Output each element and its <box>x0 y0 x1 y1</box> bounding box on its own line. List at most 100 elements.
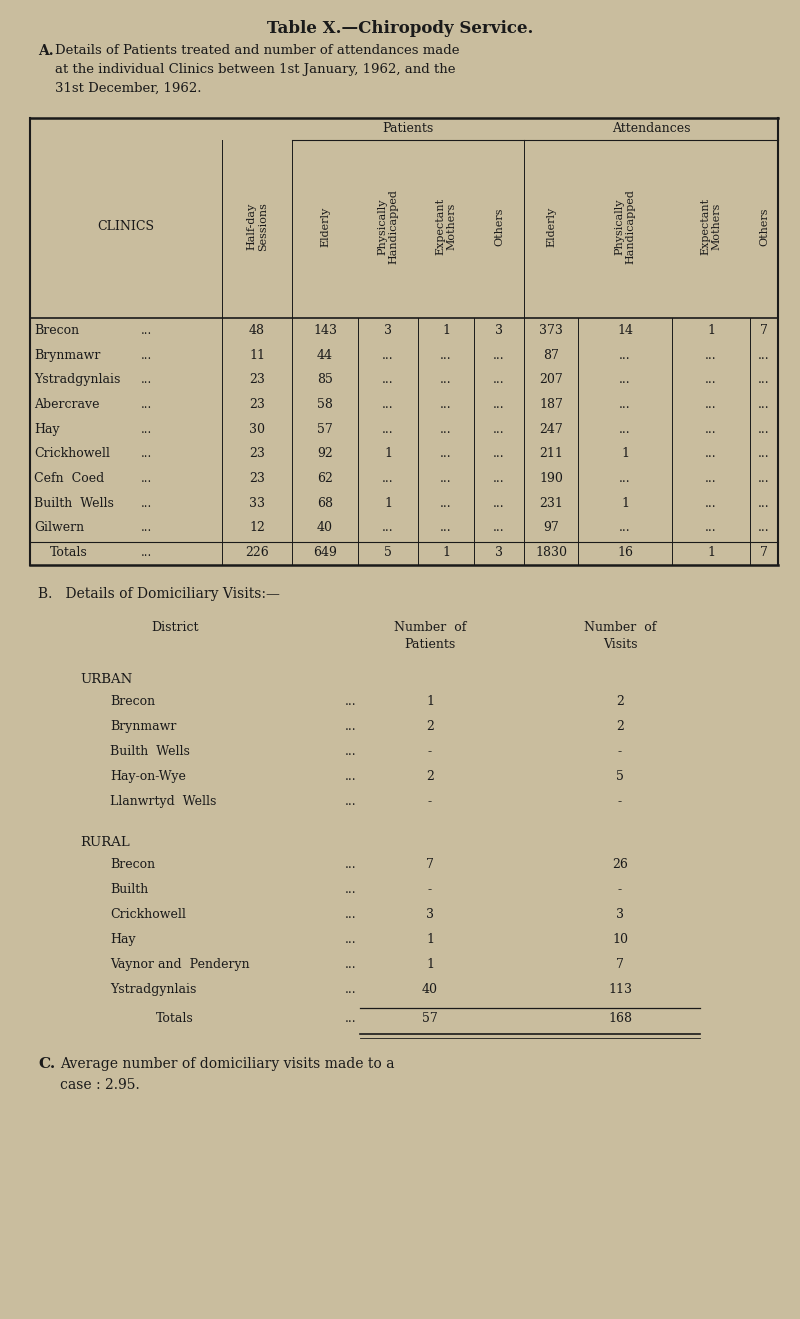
Text: 40: 40 <box>422 983 438 996</box>
Text: ...: ... <box>705 373 717 386</box>
Text: 1: 1 <box>426 933 434 946</box>
Text: ...: ... <box>619 348 631 361</box>
Text: Builth: Builth <box>110 882 148 896</box>
Text: 58: 58 <box>317 398 333 412</box>
Text: 2: 2 <box>616 720 624 733</box>
Text: ...: ... <box>493 422 505 435</box>
Text: Table X.—Chiropody Service.: Table X.—Chiropody Service. <box>267 20 533 37</box>
Text: 1: 1 <box>384 447 392 460</box>
Text: ...: ... <box>440 497 452 509</box>
Text: ...: ... <box>382 472 394 485</box>
Text: C.: C. <box>38 1057 55 1071</box>
Text: ...: ... <box>440 373 452 386</box>
Text: 190: 190 <box>539 472 563 485</box>
Text: ...: ... <box>382 348 394 361</box>
Text: ...: ... <box>345 795 357 809</box>
Text: ...: ... <box>140 422 152 435</box>
Text: 44: 44 <box>317 348 333 361</box>
Text: Physically
Handicapped: Physically Handicapped <box>378 189 398 264</box>
Text: 62: 62 <box>317 472 333 485</box>
Text: ...: ... <box>705 447 717 460</box>
Text: 14: 14 <box>617 324 633 336</box>
Text: Vaynor and  Penderyn: Vaynor and Penderyn <box>110 958 250 971</box>
Text: ...: ... <box>705 348 717 361</box>
Text: ...: ... <box>758 398 770 412</box>
Text: -: - <box>618 795 622 809</box>
Text: ...: ... <box>493 521 505 534</box>
Text: Others: Others <box>494 207 504 245</box>
Text: ...: ... <box>140 398 152 412</box>
Text: 143: 143 <box>313 324 337 336</box>
Text: ...: ... <box>440 422 452 435</box>
Text: 23: 23 <box>249 447 265 460</box>
Text: 23: 23 <box>249 398 265 412</box>
Text: 57: 57 <box>422 1012 438 1025</box>
Text: ...: ... <box>345 857 357 871</box>
Text: 57: 57 <box>317 422 333 435</box>
Text: ...: ... <box>140 472 152 485</box>
Text: 3: 3 <box>426 907 434 921</box>
Text: Expectant
Mothers: Expectant Mothers <box>435 198 457 255</box>
Text: Number  of
Visits: Number of Visits <box>584 621 656 652</box>
Text: Hay-on-Wye: Hay-on-Wye <box>110 770 186 783</box>
Text: Brecon: Brecon <box>110 857 155 871</box>
Text: 87: 87 <box>543 348 559 361</box>
Text: ...: ... <box>345 695 357 708</box>
Text: Hay: Hay <box>110 933 136 946</box>
Text: Brynmawr: Brynmawr <box>110 720 176 733</box>
Text: 113: 113 <box>608 983 632 996</box>
Text: ...: ... <box>705 398 717 412</box>
Text: 92: 92 <box>317 447 333 460</box>
Text: ...: ... <box>758 348 770 361</box>
Text: Physically
Handicapped: Physically Handicapped <box>614 189 636 264</box>
Text: ...: ... <box>382 398 394 412</box>
Text: Number  of
Patients: Number of Patients <box>394 621 466 652</box>
Text: ...: ... <box>440 348 452 361</box>
Text: ...: ... <box>345 958 357 971</box>
Text: 97: 97 <box>543 521 559 534</box>
Text: 1: 1 <box>426 695 434 708</box>
Text: 7: 7 <box>760 546 768 559</box>
Text: ...: ... <box>758 472 770 485</box>
Text: ...: ... <box>758 373 770 386</box>
Text: ...: ... <box>619 398 631 412</box>
Text: ...: ... <box>619 521 631 534</box>
Text: Totals: Totals <box>50 546 88 559</box>
Text: ...: ... <box>440 472 452 485</box>
Text: Crickhowell: Crickhowell <box>34 447 110 460</box>
Text: ...: ... <box>705 422 717 435</box>
Text: Ystradgynlais: Ystradgynlais <box>34 373 120 386</box>
Text: 168: 168 <box>608 1012 632 1025</box>
Text: 30: 30 <box>249 422 265 435</box>
Text: 3: 3 <box>384 324 392 336</box>
Text: Totals: Totals <box>156 1012 194 1025</box>
Text: 7: 7 <box>426 857 434 871</box>
Text: 85: 85 <box>317 373 333 386</box>
Text: 1: 1 <box>707 324 715 336</box>
Text: -: - <box>428 745 432 758</box>
Text: 40: 40 <box>317 521 333 534</box>
Text: CLINICS: CLINICS <box>98 220 154 233</box>
Text: Gilwern: Gilwern <box>34 521 84 534</box>
Text: ...: ... <box>345 720 357 733</box>
Text: 1: 1 <box>621 497 629 509</box>
Text: Elderly: Elderly <box>546 206 556 247</box>
Text: ...: ... <box>345 907 357 921</box>
Text: 48: 48 <box>249 324 265 336</box>
Text: ...: ... <box>493 398 505 412</box>
Text: ...: ... <box>705 472 717 485</box>
Text: ...: ... <box>493 472 505 485</box>
Text: 2: 2 <box>616 695 624 708</box>
Text: ...: ... <box>440 521 452 534</box>
Text: 3: 3 <box>616 907 624 921</box>
Text: -: - <box>428 795 432 809</box>
Text: 7: 7 <box>760 324 768 336</box>
Text: Half-day
Sessions: Half-day Sessions <box>246 202 268 251</box>
Text: Llanwrtyd  Wells: Llanwrtyd Wells <box>110 795 216 809</box>
Text: 1: 1 <box>621 447 629 460</box>
Text: Ystradgynlais: Ystradgynlais <box>110 983 196 996</box>
Text: ...: ... <box>493 497 505 509</box>
Text: 7: 7 <box>616 958 624 971</box>
Text: ...: ... <box>758 447 770 460</box>
Text: Patients: Patients <box>382 121 434 135</box>
